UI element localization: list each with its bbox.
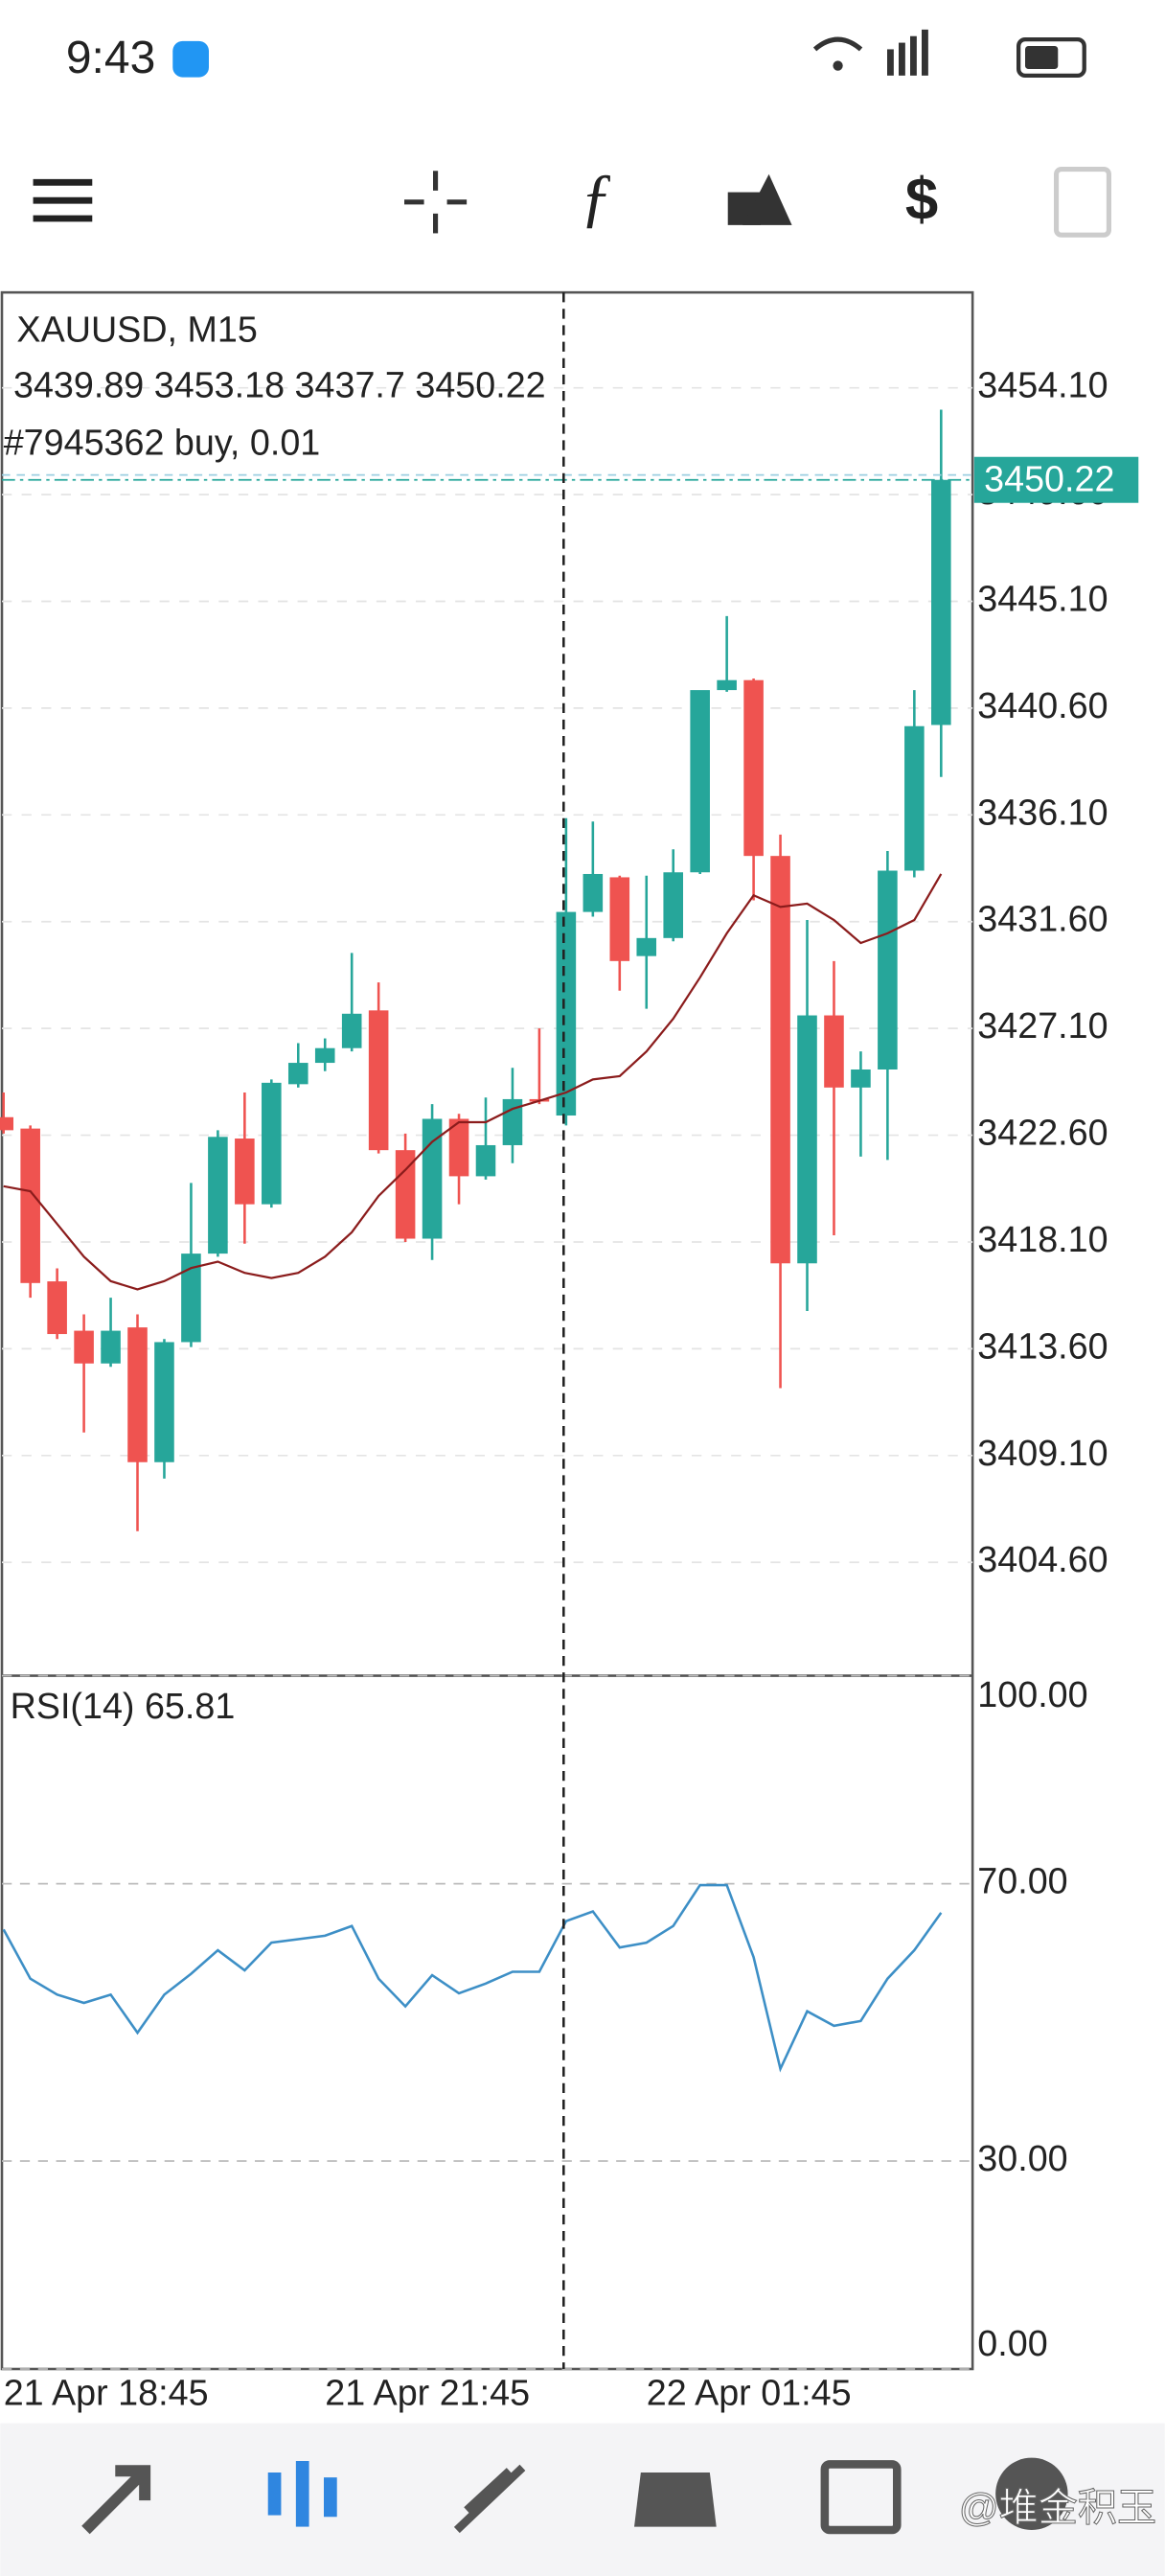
candle-body	[931, 479, 951, 725]
candle-body	[636, 937, 657, 956]
rsi-line	[2, 1883, 943, 2073]
trade-icon[interactable]: $	[905, 167, 938, 233]
candle-body	[770, 856, 790, 1264]
rsi-tick-label: 30.00	[977, 2138, 1067, 2178]
candle-body	[47, 1281, 67, 1335]
y-tick-label: 3404.60	[977, 1539, 1108, 1579]
y-tick-label: 3431.60	[977, 899, 1108, 939]
candle-body	[582, 873, 604, 912]
candle-body	[181, 1254, 201, 1343]
candle-body	[101, 1330, 121, 1364]
symbol: XAUUSD, M15	[16, 309, 257, 349]
candle-body	[717, 679, 737, 691]
y-tick-label: 3427.10	[977, 1005, 1108, 1046]
candle-body	[154, 1342, 174, 1462]
candle-body	[663, 872, 683, 938]
candle-body	[127, 1327, 148, 1462]
candle-body	[341, 1013, 362, 1048]
candle-body	[475, 1144, 496, 1177]
moving-average	[3, 873, 943, 1291]
candle-body	[609, 877, 630, 961]
y-tick-label: 3409.10	[977, 1433, 1108, 1473]
rsi-tick-label: 0.00	[977, 2323, 1047, 2363]
x-tick-label: 21 Apr 21:45	[325, 2372, 530, 2412]
x-tick-label: 21 Apr 18:45	[4, 2372, 209, 2412]
y-tick-label: 3440.60	[977, 685, 1108, 725]
status-icons	[812, 29, 1086, 78]
candle-body	[797, 1015, 817, 1264]
candle-body	[395, 1150, 416, 1239]
y-tick-label: 3418.10	[977, 1219, 1108, 1259]
nav-messages[interactable]	[995, 2457, 1068, 2530]
candle-body	[74, 1330, 94, 1364]
y-tick-label: 3445.10	[977, 578, 1108, 618]
candle-body	[878, 870, 898, 1070]
candle-body	[448, 1118, 469, 1177]
nav-chart[interactable]	[267, 2461, 337, 2527]
price-box	[973, 456, 1139, 503]
x-tick-label: 22 Apr 01:45	[647, 2372, 852, 2412]
candle-body	[690, 690, 710, 873]
status-time: 9:43	[66, 33, 155, 83]
rsi-name: RSI(14)	[11, 1686, 135, 1726]
candle-body	[904, 725, 925, 871]
candle-body	[287, 1063, 308, 1085]
price-box-label: 3450.22	[984, 458, 1114, 498]
plot: 3404.60 3409.10 3413.60 3418.10 3422.60 3427.…	[0, 365, 1139, 2412]
candle-body	[0, 1116, 13, 1131]
ohlc-open: 3439.89	[13, 365, 144, 405]
nav-history[interactable]	[634, 2472, 717, 2527]
candle-body	[556, 911, 577, 1116]
objects-icon[interactable]	[727, 173, 792, 225]
candle-body	[314, 1047, 335, 1064]
candle-body	[235, 1138, 255, 1205]
ohlc-close: 3450.22	[415, 365, 545, 405]
nav-news[interactable]	[820, 2460, 902, 2535]
chart-frame	[0, 290, 974, 2371]
rsi-value: 65.81	[145, 1686, 235, 1726]
y-tick-label: 3413.60	[977, 1325, 1108, 1366]
candle-body	[743, 679, 764, 857]
menu-icon[interactable]	[33, 178, 93, 222]
candle-body	[208, 1137, 228, 1254]
rsi-label: RSI(14) 65.81	[11, 1686, 236, 1726]
candle-body	[262, 1082, 282, 1205]
candle-body	[20, 1128, 40, 1283]
nav-quotes[interactable]	[81, 2465, 151, 2535]
new-order-icon[interactable]	[1053, 166, 1111, 238]
order-label: #7945362 buy, 0.01	[4, 423, 321, 463]
candle-body	[422, 1118, 443, 1239]
ohlc: 3439.89 3453.18 3437.7 3450.22	[13, 365, 546, 405]
nav-trade[interactable]	[453, 2464, 526, 2534]
notification-icon	[172, 40, 209, 78]
rsi-tick-label: 70.00	[977, 1861, 1067, 1901]
crosshair-icon[interactable]	[404, 171, 468, 234]
candle-body	[824, 1015, 844, 1088]
ohlc-low: 3437.7	[295, 365, 405, 405]
ohlc-high: 3453.18	[154, 365, 285, 405]
indicator-icon[interactable]: ƒ	[580, 160, 612, 233]
candle-body	[368, 1010, 389, 1151]
y-tick-label: 3436.10	[977, 792, 1108, 832]
bottom-nav	[0, 2423, 1165, 2576]
candle-body	[851, 1069, 871, 1088]
y-tick-label: 3454.10	[977, 365, 1108, 405]
y-tick-label: 3422.60	[977, 1113, 1108, 1153]
watermark: @堆金积玉	[959, 2485, 1156, 2529]
rsi-tick-label: 100.00	[977, 1674, 1087, 1714]
